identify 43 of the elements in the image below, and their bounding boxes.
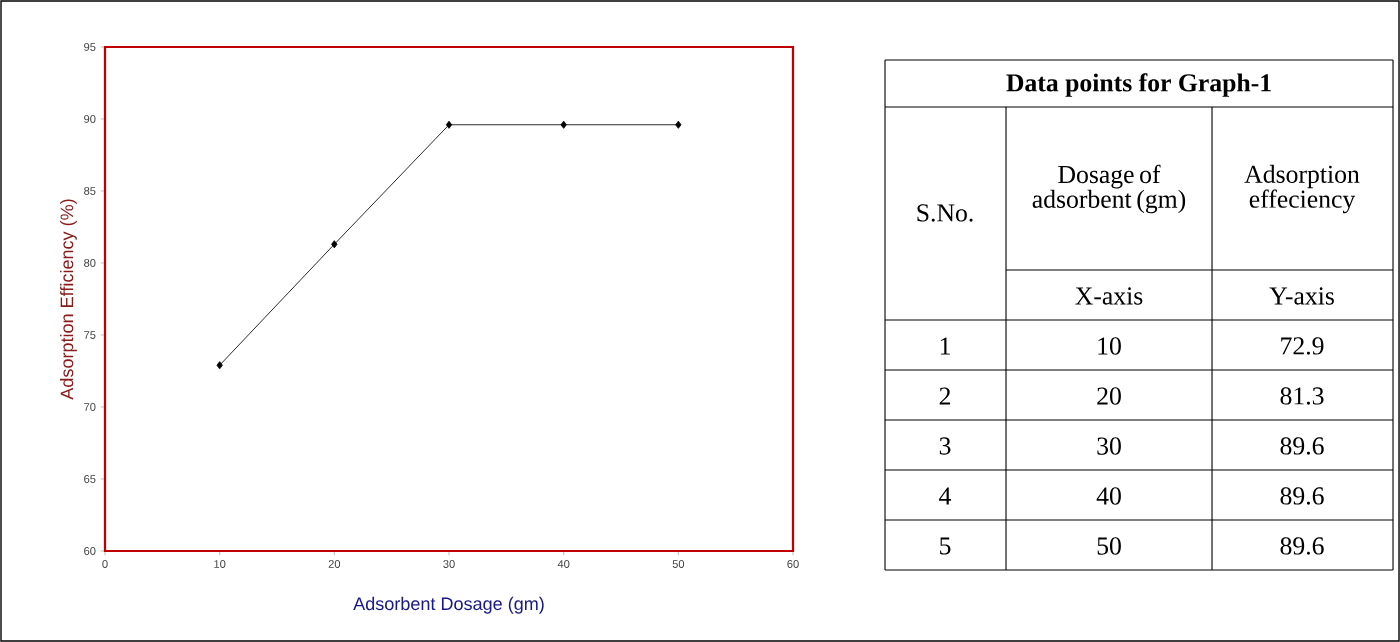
x-tick-label: 10 <box>214 560 226 568</box>
text: Data points for Graph-1 <box>1006 73 1271 97</box>
y-tick-label: 95 <box>84 43 96 51</box>
text: Dosage of adsorbent (gm) <box>1032 164 1186 214</box>
y-tick-label: 85 <box>84 187 96 195</box>
point <box>675 120 682 129</box>
y-tick-label: 70 <box>84 403 96 411</box>
text: S.No. <box>917 204 973 222</box>
x-axis-title: Adsorbent Dosage (gm) <box>353 596 544 614</box>
x-tick-label: 50 <box>672 560 685 568</box>
x-tick-label: 30 <box>443 560 455 568</box>
point <box>560 120 567 129</box>
y-tick-label: 90 <box>84 115 96 123</box>
y-tick-label: 65 <box>84 475 96 483</box>
x-tick-label: 40 <box>557 560 570 568</box>
text: 40 <box>1096 487 1121 505</box>
y-tick-label: 60 <box>84 547 96 555</box>
text: 2 <box>939 387 951 405</box>
x-tick-label: 20 <box>328 560 341 568</box>
text: 20 <box>1097 387 1121 405</box>
y-tick-label: 80 <box>84 259 96 267</box>
text: X-axis <box>1075 287 1143 305</box>
x-tick-label: 0 <box>102 560 108 568</box>
y-tick-label: 75 <box>84 331 96 339</box>
text: 1 <box>940 337 950 355</box>
text: 89.6 <box>1280 537 1324 555</box>
point <box>445 120 453 129</box>
x-tick-label: 60 <box>787 560 799 568</box>
text: 3 <box>939 437 951 455</box>
text: Adsorption effeciency <box>1244 164 1360 214</box>
text: 30 <box>1097 437 1121 455</box>
text: 10 <box>1098 337 1121 355</box>
text: 72.9 <box>1281 337 1324 355</box>
text: Y-axis <box>1269 287 1334 305</box>
text: 4 <box>939 487 952 505</box>
text: 81.3 <box>1280 387 1324 405</box>
text: 50 <box>1097 537 1121 555</box>
text: 5 <box>940 537 951 555</box>
text: 89.6 <box>1280 437 1324 455</box>
point <box>216 361 223 370</box>
point <box>331 240 338 249</box>
text: 89.6 <box>1280 487 1324 505</box>
y-axis-title: Adsorption Efficiency (%) <box>60 199 77 400</box>
